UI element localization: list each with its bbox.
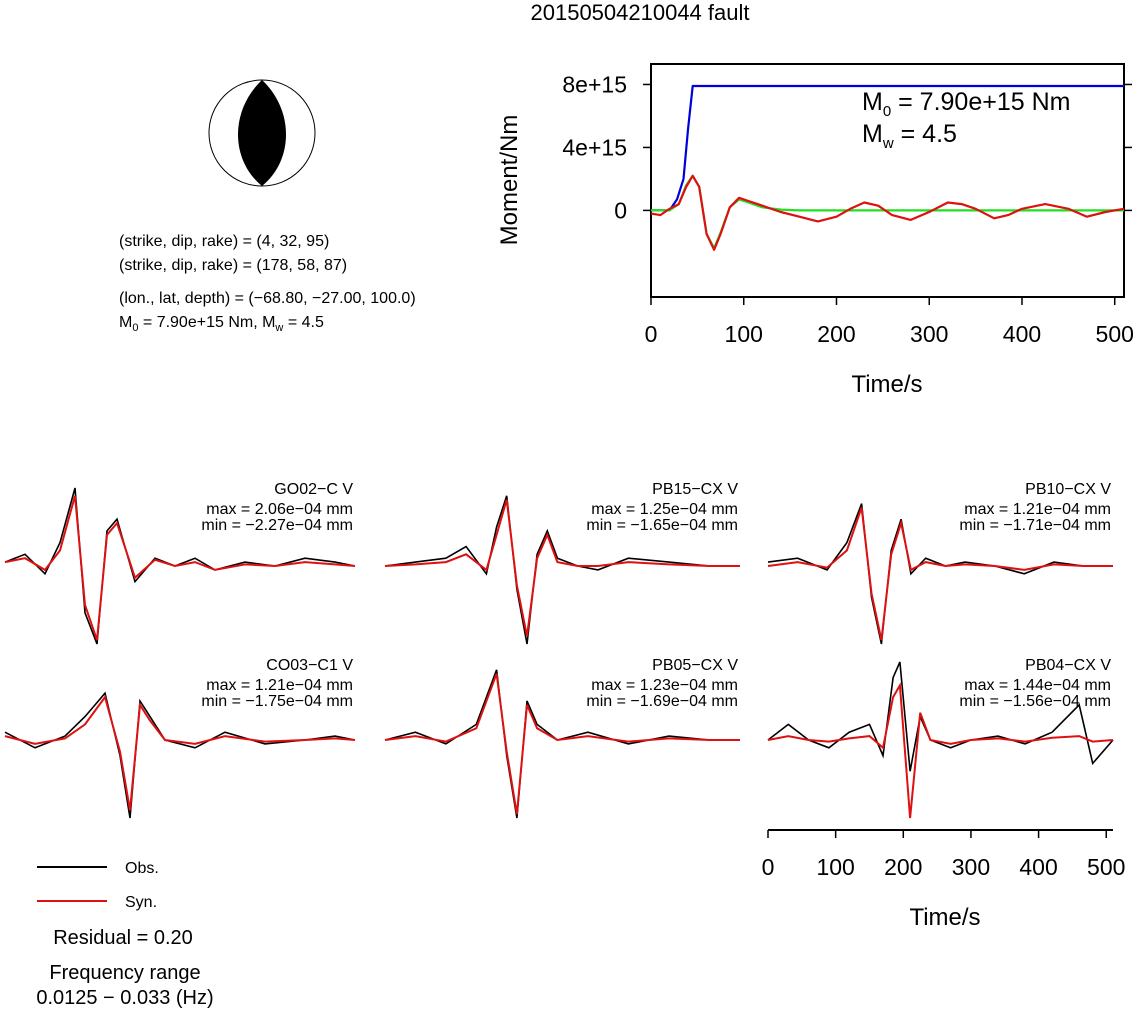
- moment-xtick-label: 0: [645, 321, 658, 347]
- station-name: PB04−CX V: [1025, 657, 1111, 674]
- station-name: GO02−C V: [274, 481, 353, 498]
- location-label: (lon., lat, depth) = (−68.80, −27.00, 10…: [119, 290, 416, 307]
- moment-xtick-label: 500: [1096, 321, 1134, 347]
- moment-xtick-label: 300: [910, 321, 948, 347]
- waveform-xlabel: Time/s: [909, 904, 980, 931]
- moment-info-m0-prefix: M: [119, 314, 132, 331]
- residual-label: Residual = 0.20: [53, 927, 193, 949]
- frequency-range-title: Frequency range: [49, 962, 200, 984]
- synthetic-waveform: [384, 673, 740, 815]
- observed-waveform: [767, 661, 1114, 772]
- station-max: max = 1.21e−04 mm: [964, 501, 1111, 518]
- synthetic-waveform: [767, 682, 1114, 819]
- synthetic-waveform: [4, 495, 356, 641]
- figure-title: 20150504210044 fault: [531, 0, 750, 25]
- synthetic-waveform: [767, 507, 1113, 641]
- frequency-range-value: 0.0125 − 0.033 (Hz): [36, 987, 213, 1009]
- station-min: min = −1.75e−04 mm: [201, 693, 353, 710]
- station-name: PB15−CX V: [652, 481, 738, 498]
- station-max: max = 1.23e−04 mm: [591, 677, 738, 694]
- station-max: max = 1.44e−04 mm: [964, 677, 1111, 694]
- moment-series: [650, 84, 1125, 251]
- legend-syn-label: Syn.: [125, 894, 157, 911]
- annot-mw-sub: w: [882, 135, 894, 152]
- waveform-time-axis: 0 100 200 300 400 500 Time/s: [762, 829, 1125, 931]
- station-max: max = 2.06e−04 mm: [206, 501, 353, 518]
- station-name: PB05−CX V: [652, 657, 738, 674]
- station-min: min = −1.71e−04 mm: [959, 517, 1111, 534]
- station-name: PB10−CX V: [1025, 481, 1111, 498]
- moment-annotation-mw: Mw = 4.5: [862, 120, 957, 152]
- moment-ytick-label: 4e+15: [562, 134, 627, 160]
- station-max: max = 1.21e−04 mm: [206, 677, 353, 694]
- moment-rate-filtered-line: [650, 174, 1125, 251]
- moment-info-mw-sub: w: [274, 322, 283, 334]
- waveform-xtick-label: 100: [816, 854, 854, 880]
- moment-xtick-label: 400: [1003, 321, 1041, 347]
- moment-xlabel: Time/s: [851, 371, 922, 398]
- waveform-xtick-label: 0: [762, 854, 775, 880]
- moment-info-label: M0 = 7.90e+15 Nm, Mw = 4.5: [119, 314, 324, 334]
- legend: Obs. Syn.: [37, 860, 159, 911]
- moment-xtick-label: 200: [817, 321, 855, 347]
- moment-plot: 0 4e+15 8e+15 0 100 200 300 400 500 Moment/Nm T…: [496, 63, 1134, 398]
- moment-xticks: 0 100 200 300 400 500: [645, 297, 1134, 347]
- moment-info-m0-rest: = 7.90e+15 Nm, M: [138, 314, 275, 331]
- moment-plot-frame: [650, 63, 1125, 298]
- moment-annotation-m0: M0 = 7.90e+15 Nm: [862, 88, 1070, 120]
- annot-m0-prefix: M: [862, 88, 883, 116]
- station-min: min = −1.65e−04 mm: [586, 517, 738, 534]
- annot-mw-prefix: M: [862, 120, 883, 148]
- moment-xtick-label: 100: [725, 321, 763, 347]
- moment-ytick-label: 8e+15: [562, 71, 627, 97]
- station-min: min = −2.27e−04 mm: [201, 517, 353, 534]
- annot-m0-sub: 0: [883, 103, 891, 120]
- station-name: CO03−C1 V: [266, 657, 353, 674]
- beachball-compressional-quadrant: [238, 80, 286, 186]
- moment-ylabel: Moment/Nm: [496, 115, 523, 246]
- moment-info-mw-rest: = 4.5: [283, 314, 324, 331]
- waveform-xtick-label: 500: [1087, 854, 1125, 880]
- annot-mw-rest: = 4.5: [894, 120, 957, 148]
- legend-obs-label: Obs.: [125, 860, 159, 877]
- synthetic-waveform: [384, 499, 740, 637]
- station-min: min = −1.69e−04 mm: [586, 693, 738, 710]
- plane-2-label: (strike, dip, rake) = (178, 58, 87): [119, 257, 347, 274]
- waveform-xtick-label: 200: [884, 854, 922, 880]
- focal-mechanism-beachball: [208, 79, 316, 187]
- moment-ytick-label: 0: [614, 197, 627, 223]
- plane-1-label: (strike, dip, rake) = (4, 32, 95): [119, 233, 329, 250]
- waveform-xtick-label: 400: [1019, 854, 1057, 880]
- station-max: max = 1.25e−04 mm: [591, 501, 738, 518]
- moment-info-m0-sub: 0: [132, 322, 138, 334]
- observed-waveform: [4, 691, 356, 819]
- waveform-xticks: 0 100 200 300 400 500: [762, 830, 1125, 880]
- moment-yticks: 0 4e+15 8e+15: [562, 71, 1132, 223]
- synthetic-waveform: [4, 694, 356, 811]
- waveform-xtick-label: 300: [952, 854, 990, 880]
- annot-m0-rest: = 7.90e+15 Nm: [891, 88, 1070, 116]
- station-min: min = −1.56e−04 mm: [959, 693, 1111, 710]
